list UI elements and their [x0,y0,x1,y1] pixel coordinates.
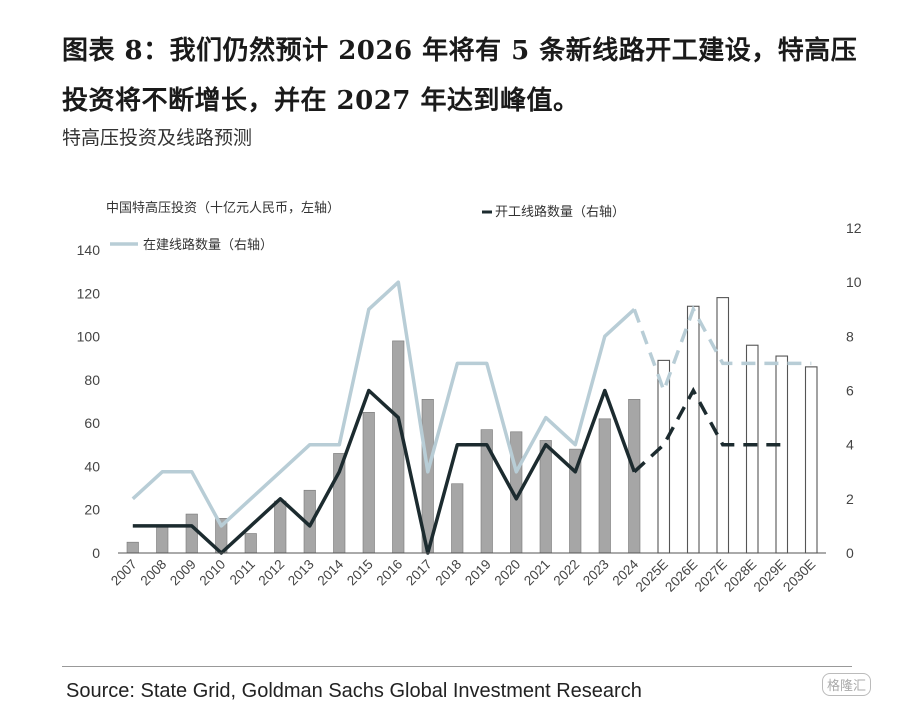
x-tick-label: 2023 [580,557,612,589]
x-tick-label: 2026E [662,557,700,595]
chart-title: 特高压投资及线路预测 [62,127,253,149]
bar [126,541,139,554]
bar [804,366,818,554]
figure-title: 图表 8：我们仍然预计 2026 年将有 5 条新线路开工建设，特高压投资将不断… [62,36,858,116]
bar [392,340,405,554]
bar [539,440,552,554]
x-tick-label: 2029E [751,557,789,595]
series-line-estimate [632,305,812,396]
watermark: 格隆汇 [822,673,872,696]
right-tick-label: 4 [846,437,854,453]
bar [244,533,257,554]
bar [628,399,641,554]
right-tick-label: 6 [846,383,854,399]
x-tick-label: 2027E [692,557,730,595]
x-tick-label: 2016 [374,557,406,589]
left-tick-label: 60 [84,415,100,431]
x-tick-label: 2018 [433,557,465,589]
right-tick-label: 10 [846,274,862,290]
x-tick-label: 2011 [227,557,258,588]
right-tick-label: 8 [846,328,854,344]
bar [657,359,671,554]
left-tick-label: 80 [84,372,100,388]
left-tick-label: 0 [92,545,100,561]
x-tick-label: 2010 [197,557,229,589]
left-tick-label: 140 [77,242,101,258]
left-tick-label: 20 [84,502,100,518]
x-tick-label: 2009 [167,557,199,589]
x-tick-label: 2028E [721,557,759,595]
bar [775,355,789,554]
bar [598,418,611,554]
left-tick-label: 40 [84,458,100,474]
x-tick-label: 2008 [138,557,170,589]
left-tick-label: 120 [77,285,101,301]
x-tick-label: 2017 [403,557,435,589]
x-tick-label: 2007 [108,557,140,589]
right-tick-label: 12 [846,220,862,236]
series-line-actual [131,280,636,528]
left-tick-label: 100 [77,329,101,345]
bar [745,344,759,554]
legend-label-investment: 中国特高压投资（十亿元人民币，左轴） [106,200,340,216]
bar [185,513,198,554]
x-tick-label: 2015 [344,557,376,589]
x-tick-label: 2020 [492,557,524,589]
series-line-actual [132,388,636,555]
x-tick-label: 2012 [256,557,288,589]
right-tick-label: 2 [846,491,854,507]
bar [716,297,730,554]
x-tick-label: 2022 [551,557,583,589]
x-tick-label: 2025E [633,557,671,595]
series-line-estimate [633,386,782,474]
x-tick-label: 2030E [780,557,818,595]
x-tick-label: 2021 [521,557,553,589]
legend-label-started-lines: 开工线路数量（右轴） [495,204,625,220]
bar [274,500,287,554]
source-note: Source: State Grid, Goldman Sachs Global… [66,680,642,702]
legend: 中国特高压投资（十亿元人民币，左轴） 开工线路数量（右轴） 在建线路数量（右轴） [106,200,625,253]
bar [686,305,700,554]
right-tick-label: 0 [846,545,854,561]
x-tick-label: 2014 [315,556,347,588]
x-tick-label: 2019 [462,557,494,589]
lines [131,280,812,555]
bar [156,526,169,554]
legend-label-lines-under-construction: 在建线路数量（右轴） [143,237,273,253]
bar [451,483,464,554]
source-divider [62,666,852,667]
bar [362,412,375,554]
x-tick-label: 2013 [285,557,317,589]
